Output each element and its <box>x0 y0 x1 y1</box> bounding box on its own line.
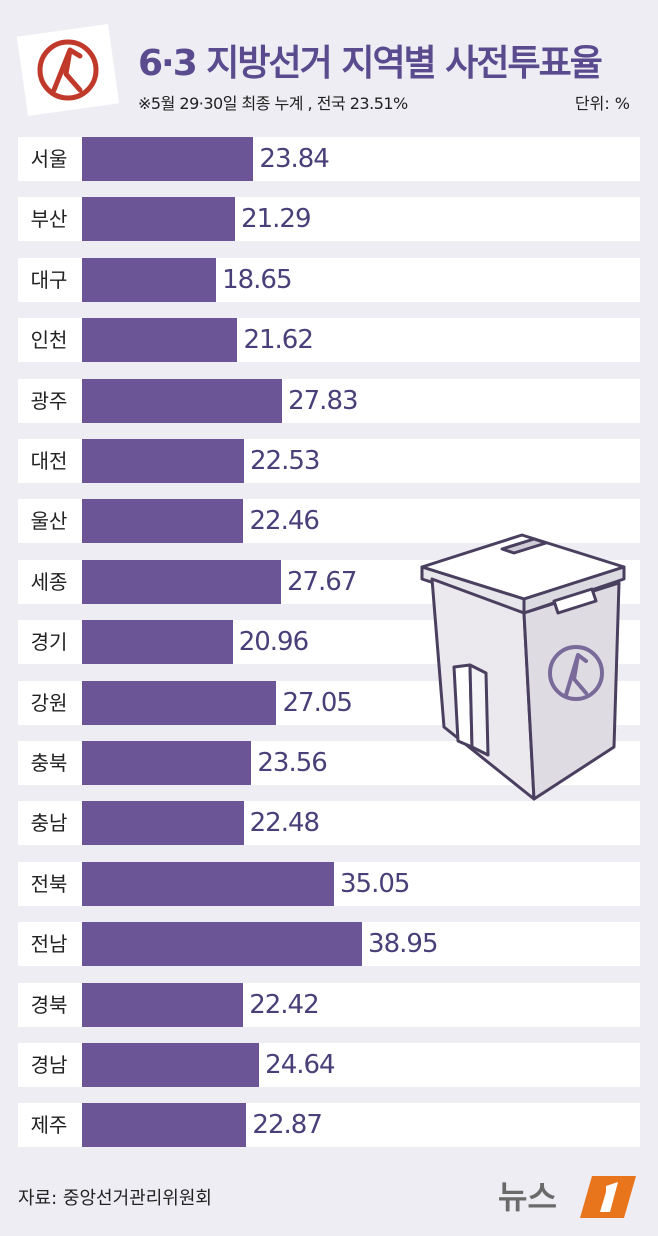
category-label: 울산 <box>30 509 68 534</box>
bar-row: 광주 27.83 <box>18 378 640 423</box>
bar-row: 울산 22.46 <box>18 499 640 544</box>
category-label: 서울 <box>30 147 68 171</box>
bar <box>82 197 236 242</box>
bar-row: 서울 23.84 <box>18 137 640 181</box>
category-label: 광주 <box>30 388 68 413</box>
category-label: 충북 <box>30 751 68 775</box>
bar <box>82 559 281 604</box>
bar <box>82 1043 260 1087</box>
bar-row: 대전 22.53 <box>18 439 640 483</box>
news1-logo: 뉴스 <box>498 1176 636 1218</box>
category-label: 인천 <box>30 328 68 353</box>
bar-value-label: 22.46 <box>249 506 319 537</box>
chart-title: 6·3 지방선거 지역별 사전투표율 <box>138 43 603 84</box>
bar-value-label: 21.62 <box>243 325 313 356</box>
bar <box>82 680 277 725</box>
bar-value-label: 22.48 <box>249 808 320 839</box>
bar-value-label: 24.64 <box>265 1050 335 1080</box>
ballot-box-icon <box>420 533 626 801</box>
bar <box>82 257 217 302</box>
category-label: 강원 <box>30 690 68 715</box>
category-label: 전북 <box>30 871 68 896</box>
bar-value-label: 27.67 <box>286 566 357 597</box>
category-label: 충남 <box>30 811 68 836</box>
bar <box>82 982 244 1027</box>
bar <box>82 1103 247 1148</box>
category-label: 전남 <box>30 932 68 957</box>
svg-text:뉴스: 뉴스 <box>498 1178 557 1216</box>
bar-value-label: 23.84 <box>259 144 329 174</box>
chart-subtitle: ※5월 29·30일 최종 누계 , 전국 23.51% <box>138 94 408 113</box>
bar-row: 부산 21.29 <box>18 197 640 242</box>
bar-value-label: 21.29 <box>241 204 311 235</box>
bar-value-label: 35.05 <box>340 868 410 899</box>
bar-value-label: 23.56 <box>257 748 327 778</box>
bar <box>82 137 254 181</box>
unit-label: 단위: % <box>574 94 630 113</box>
vote-stamp-icon <box>16 24 120 116</box>
bar-value-label: 27.83 <box>288 385 358 416</box>
bar-row: 충남 22.48 <box>18 801 640 846</box>
bar-value-label: 22.42 <box>249 989 319 1020</box>
bar <box>82 801 244 846</box>
bar-row: 제주 22.87 <box>18 1103 640 1148</box>
bar-row: 전북 35.05 <box>18 861 640 906</box>
bar-row: 전남 38.95 <box>18 922 640 967</box>
category-label: 경북 <box>30 992 68 1017</box>
bar <box>82 620 233 665</box>
bar <box>82 922 363 967</box>
category-label: 제주 <box>30 1113 68 1138</box>
bar <box>82 741 252 785</box>
bar-value-label: 18.65 <box>222 264 292 295</box>
category-label: 경남 <box>30 1053 68 1077</box>
bar-value-label: 22.53 <box>249 446 320 476</box>
bar-value-label: 22.87 <box>252 1110 322 1141</box>
bar-value-label: 20.96 <box>238 627 309 658</box>
bar-row: 경남 24.64 <box>18 1043 640 1087</box>
category-label: 세종 <box>30 569 68 594</box>
bar <box>82 439 244 483</box>
bar <box>82 318 238 363</box>
bar-row: 경북 22.42 <box>18 982 640 1027</box>
bar-value-label: 27.05 <box>282 687 352 718</box>
category-label: 경기 <box>30 630 68 655</box>
bar-value-label: 38.95 <box>368 929 438 960</box>
category-label: 대구 <box>30 267 68 292</box>
bar <box>82 861 334 906</box>
category-label: 부산 <box>30 207 68 232</box>
bar <box>82 378 283 423</box>
bar-row: 대구 18.65 <box>18 257 640 302</box>
category-label: 대전 <box>30 449 68 473</box>
source-note: 자료: 중앙선거관리위원회 <box>18 1188 212 1209</box>
bar-row: 인천 21.62 <box>18 318 640 363</box>
bar <box>82 499 244 544</box>
